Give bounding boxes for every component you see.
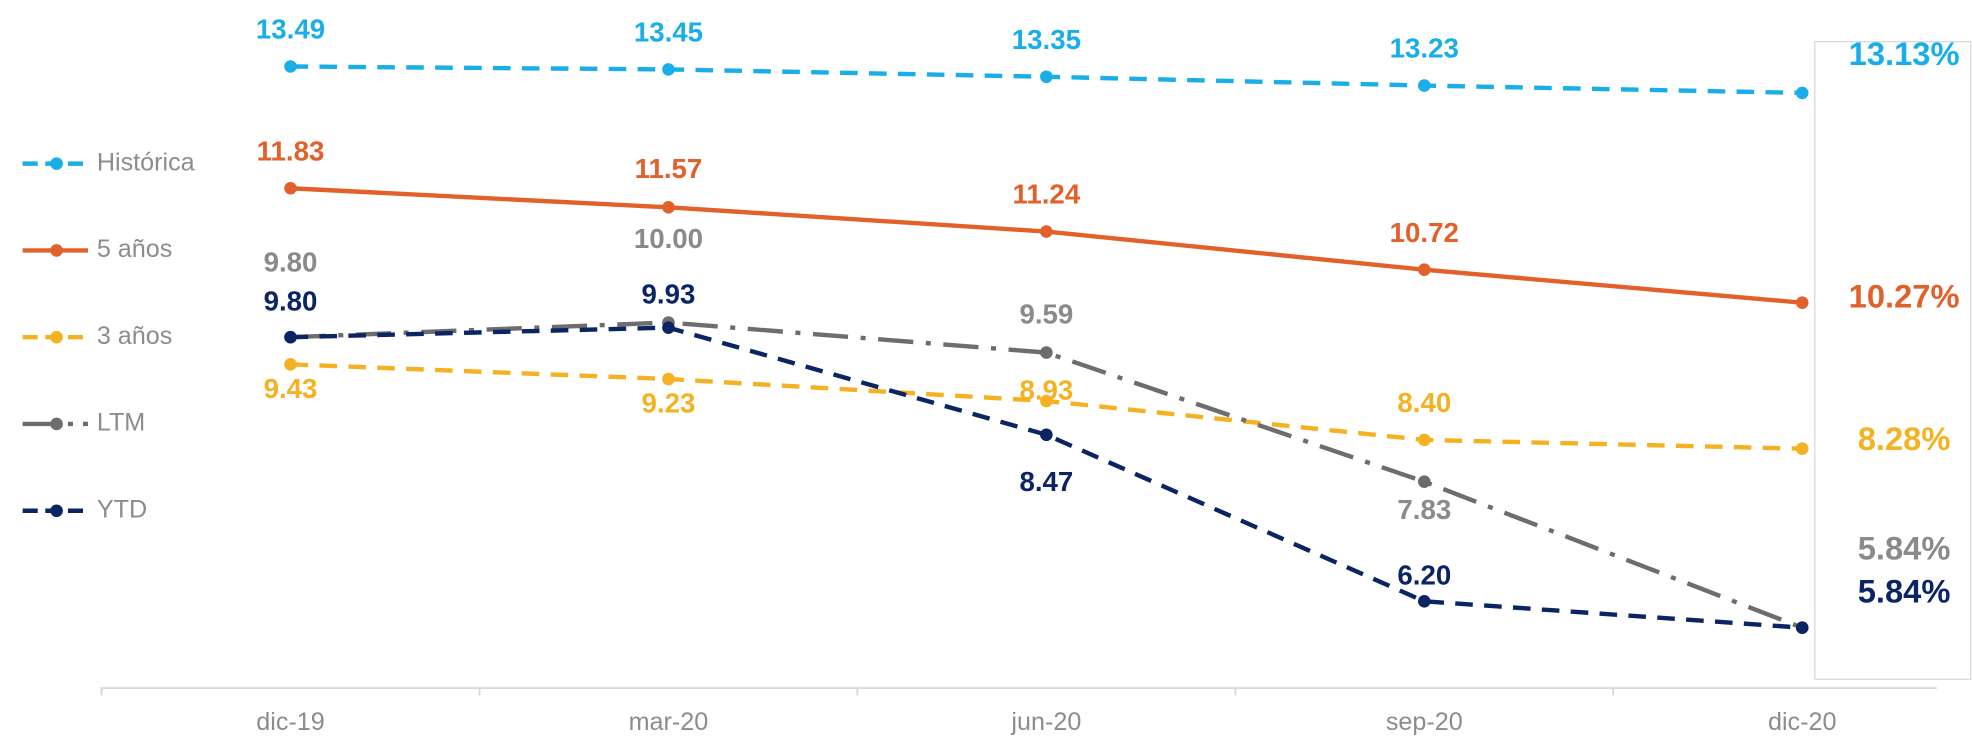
value-label: 10.27% — [1849, 278, 1960, 315]
x-tick-label: dic-20 — [1768, 708, 1836, 736]
value-label: 8.28% — [1858, 420, 1951, 457]
point — [284, 60, 297, 73]
highlight-frame — [1814, 41, 1972, 680]
legend-marker — [50, 504, 63, 518]
point — [284, 330, 297, 344]
point — [662, 63, 675, 76]
legend-marker — [50, 157, 63, 170]
value-label: 8.40 — [1397, 387, 1451, 418]
point — [1418, 433, 1431, 447]
value-label: 13.13% — [1849, 35, 1960, 72]
value-label: 9.23 — [642, 388, 696, 419]
point — [1418, 263, 1431, 276]
series-line — [290, 325, 1803, 630]
point — [1418, 475, 1431, 489]
point — [662, 372, 675, 386]
point — [1040, 428, 1053, 442]
point — [1040, 346, 1053, 359]
value-label: 7.83 — [1397, 494, 1451, 525]
point — [1795, 86, 1809, 100]
series-line — [290, 320, 1804, 630]
point — [284, 181, 297, 195]
value-label: 11.57 — [635, 153, 703, 184]
value-label: 11.83 — [257, 135, 325, 166]
point — [662, 201, 675, 214]
value-label: 9.80 — [264, 247, 318, 278]
value-label: 13.49 — [256, 14, 325, 45]
point — [1040, 394, 1053, 408]
value-label: 10.00 — [634, 223, 703, 254]
value-label: 9.43 — [264, 373, 318, 404]
legend-label: YTD — [97, 495, 147, 523]
value-label: 5.84% — [1858, 530, 1951, 567]
point — [1795, 296, 1809, 309]
x-tick-label: mar-20 — [629, 708, 709, 736]
value-label: 11.24 — [1013, 179, 1081, 210]
x-tick-label: sep-20 — [1386, 708, 1463, 736]
legend-label: Histórica — [97, 148, 195, 176]
value-label: 9.59 — [1019, 298, 1073, 329]
value-label: 13.35 — [1012, 24, 1081, 55]
point — [1418, 595, 1431, 608]
x-tick-label: dic-19 — [256, 708, 324, 736]
value-label: 10.72 — [1390, 217, 1459, 248]
point — [1795, 621, 1809, 634]
legend-marker — [50, 244, 63, 257]
value-label: 8.47 — [1019, 466, 1073, 497]
value-label: 6.20 — [1397, 560, 1451, 591]
point — [1040, 70, 1053, 84]
legend-label: LTM — [97, 409, 145, 437]
point — [1795, 442, 1809, 455]
legend-label: 3 años — [97, 322, 172, 350]
point — [662, 321, 675, 334]
value-label: 9.93 — [642, 279, 696, 310]
value-label: 8.93 — [1019, 375, 1073, 406]
point — [284, 358, 297, 371]
value-label: 13.23 — [1390, 33, 1459, 64]
point — [1418, 79, 1431, 92]
point — [1040, 225, 1053, 238]
value-label: 9.80 — [264, 286, 318, 317]
legend-marker — [50, 330, 63, 344]
legend-label: 5 años — [97, 235, 172, 263]
legend-marker — [50, 417, 63, 431]
x-tick-label: jun-20 — [1010, 708, 1081, 736]
value-label: 5.84% — [1858, 572, 1951, 609]
value-label: 13.45 — [634, 17, 703, 48]
